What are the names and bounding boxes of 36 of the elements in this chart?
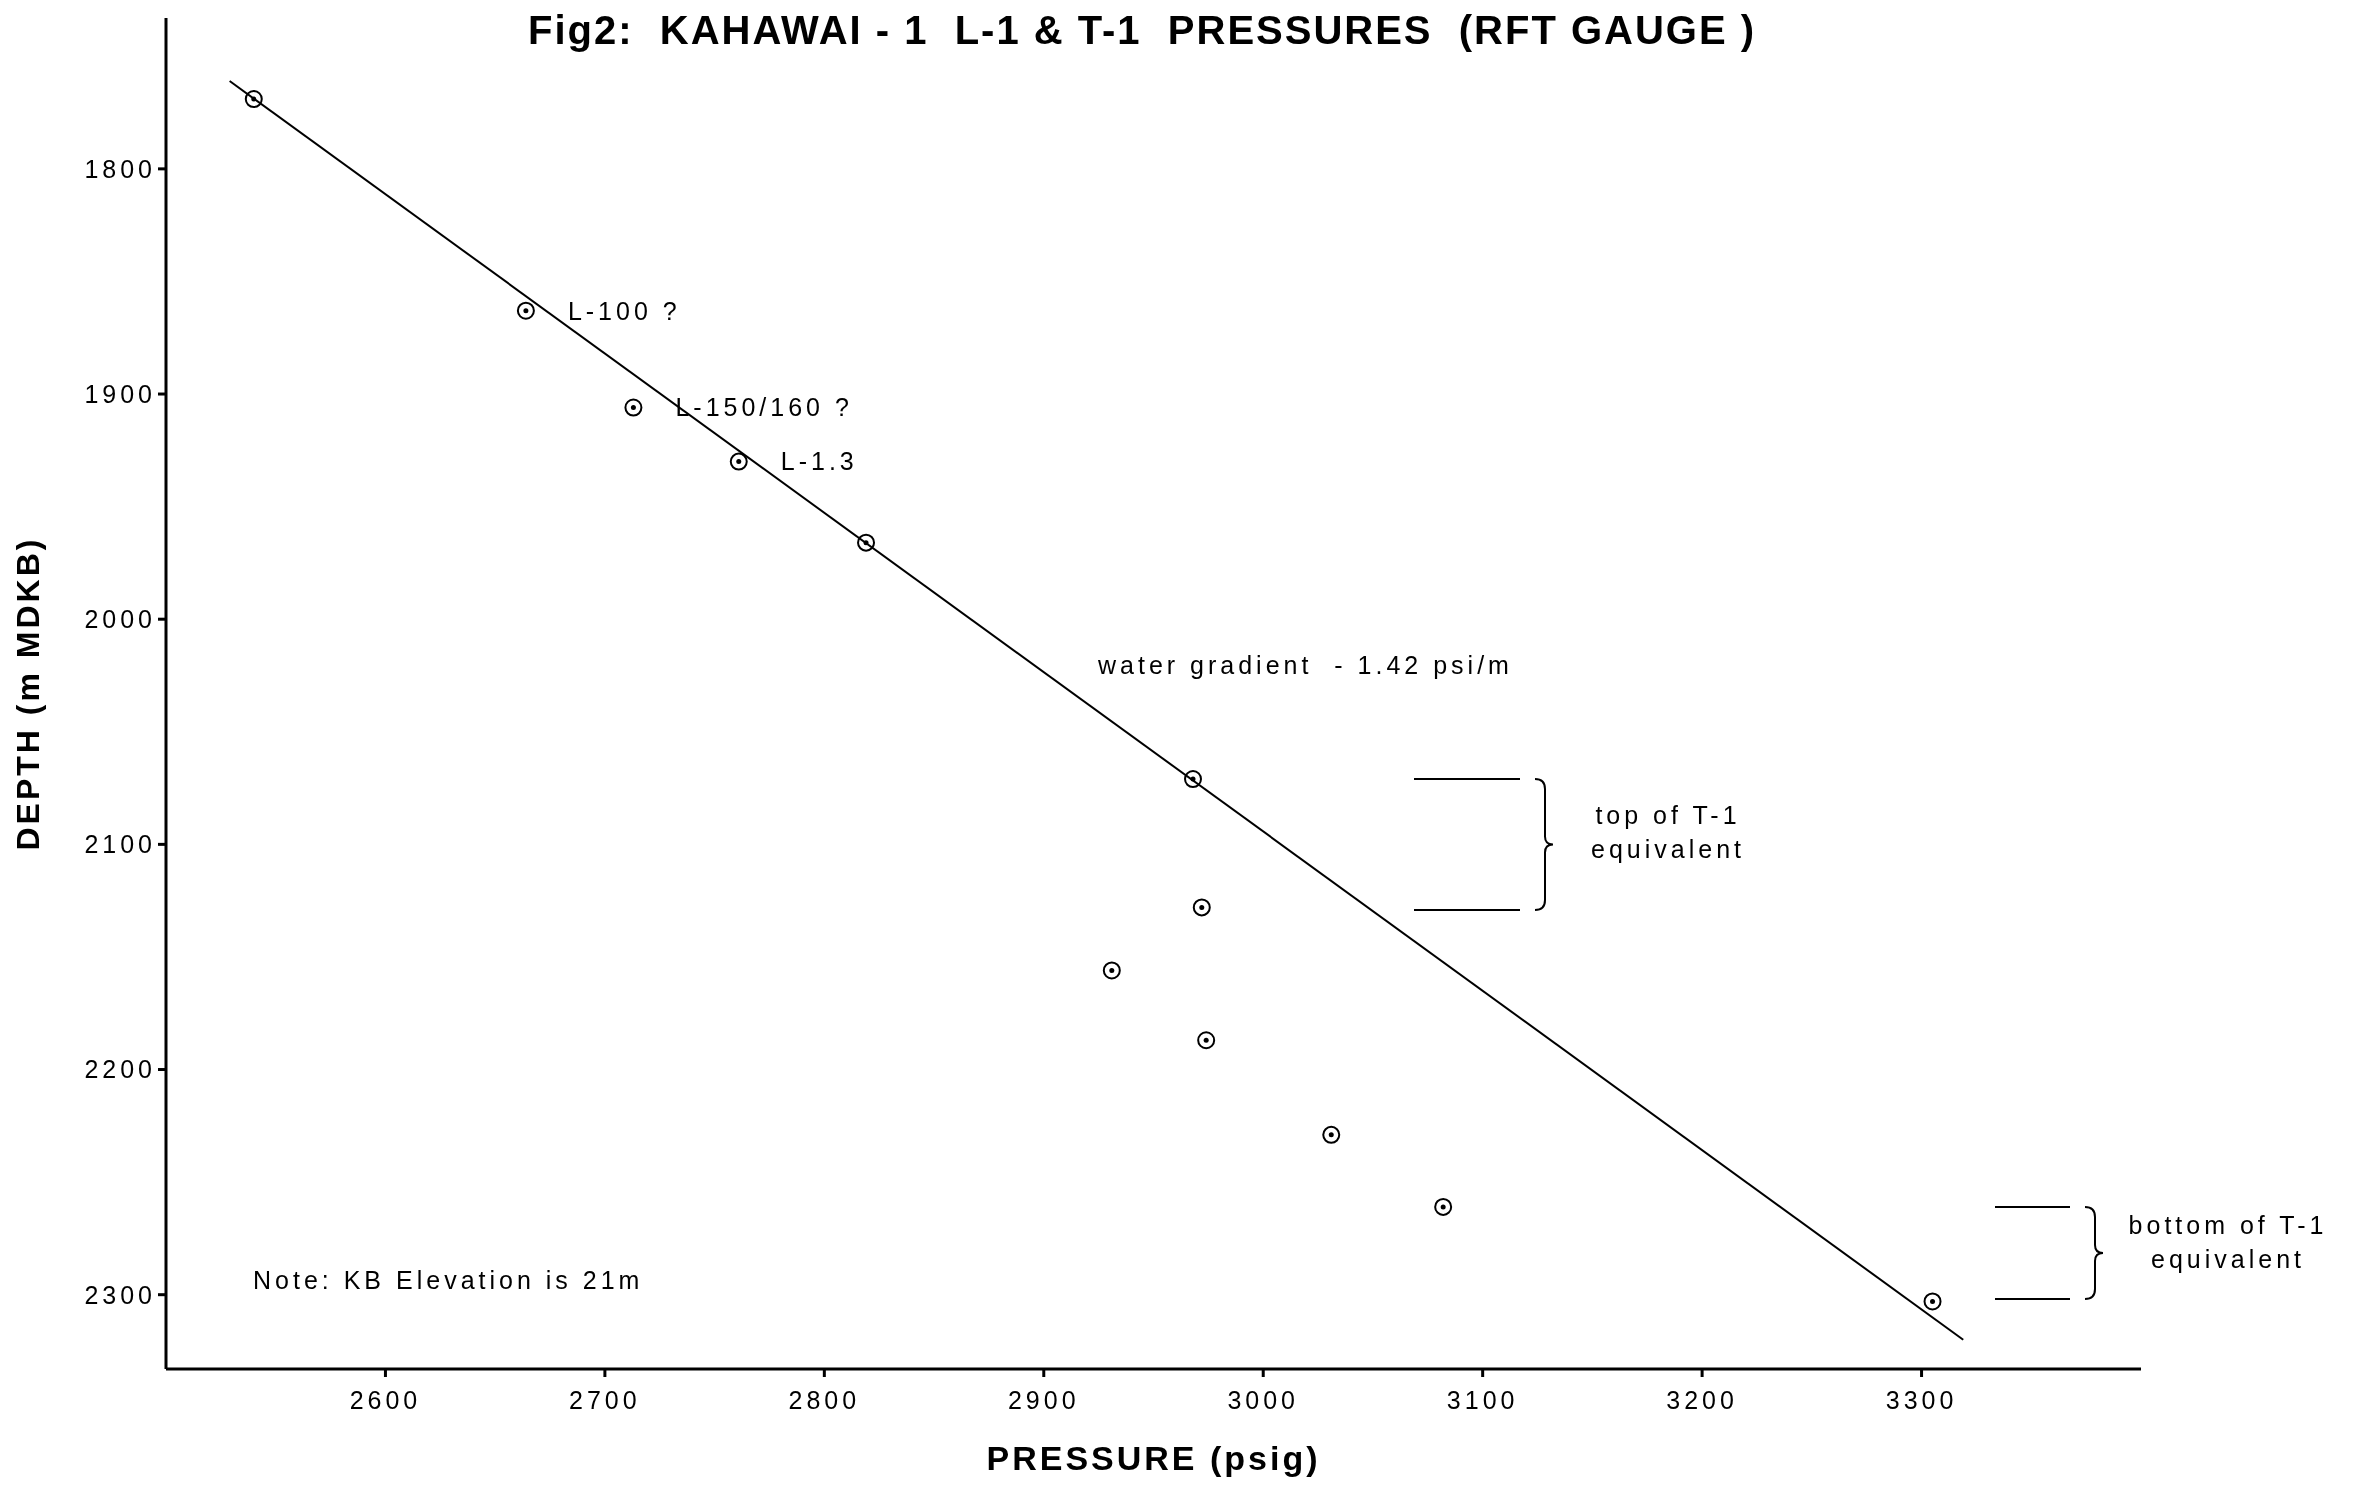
chart-title: Fig2: KAHAWAI - 1 L-1 & T-1 PRESSURES (RFT GAUGE )	[528, 8, 1757, 53]
y-axis-title: DEPTH (m MDKB)	[10, 536, 47, 851]
annotation: L-150/160 ?	[675, 393, 853, 422]
annotation: L-1.3	[780, 447, 858, 476]
y-tick-label: 1800	[84, 154, 156, 183]
point	[1322, 1125, 1341, 1144]
point	[624, 398, 643, 417]
x-tick-label: 3200	[1666, 1385, 1738, 1414]
point	[1102, 961, 1121, 980]
x-tick-label: 3300	[1885, 1385, 1958, 1414]
x-tick-label: 2600	[349, 1385, 422, 1414]
y-tick-label: 1900	[84, 379, 156, 408]
annotation: water gradient - 1.42 psi/m	[1098, 650, 1513, 681]
point	[1434, 1197, 1453, 1216]
y-tick-label: 2200	[84, 1055, 156, 1084]
point	[1197, 1031, 1216, 1050]
point	[1192, 898, 1211, 917]
x-tick-label: 2800	[788, 1385, 861, 1414]
y-tick-label: 2100	[84, 830, 156, 859]
point	[516, 301, 535, 320]
annotation: top of T-1 equivalent	[1590, 800, 1746, 865]
x-tick-label: 3000	[1227, 1385, 1300, 1414]
y-tick-label: 2000	[84, 605, 156, 634]
point	[244, 90, 263, 109]
x-tick-label: 2700	[569, 1385, 641, 1414]
point	[857, 533, 876, 552]
point	[1184, 770, 1202, 789]
point	[729, 452, 748, 471]
annotation: bottom of T-1 equivalent	[2127, 1210, 2329, 1275]
point	[1923, 1292, 1942, 1311]
annotation: Note: KB Elevation is 21m	[253, 1265, 644, 1296]
y-tick-label: 2300	[84, 1280, 156, 1309]
x-axis-title: PRESSURE (psig)	[986, 1439, 1321, 1477]
annotation: L-100 ?	[567, 296, 681, 325]
x-tick-label: 2900	[1007, 1385, 1080, 1414]
x-tick-label: 3100	[1446, 1385, 1519, 1414]
